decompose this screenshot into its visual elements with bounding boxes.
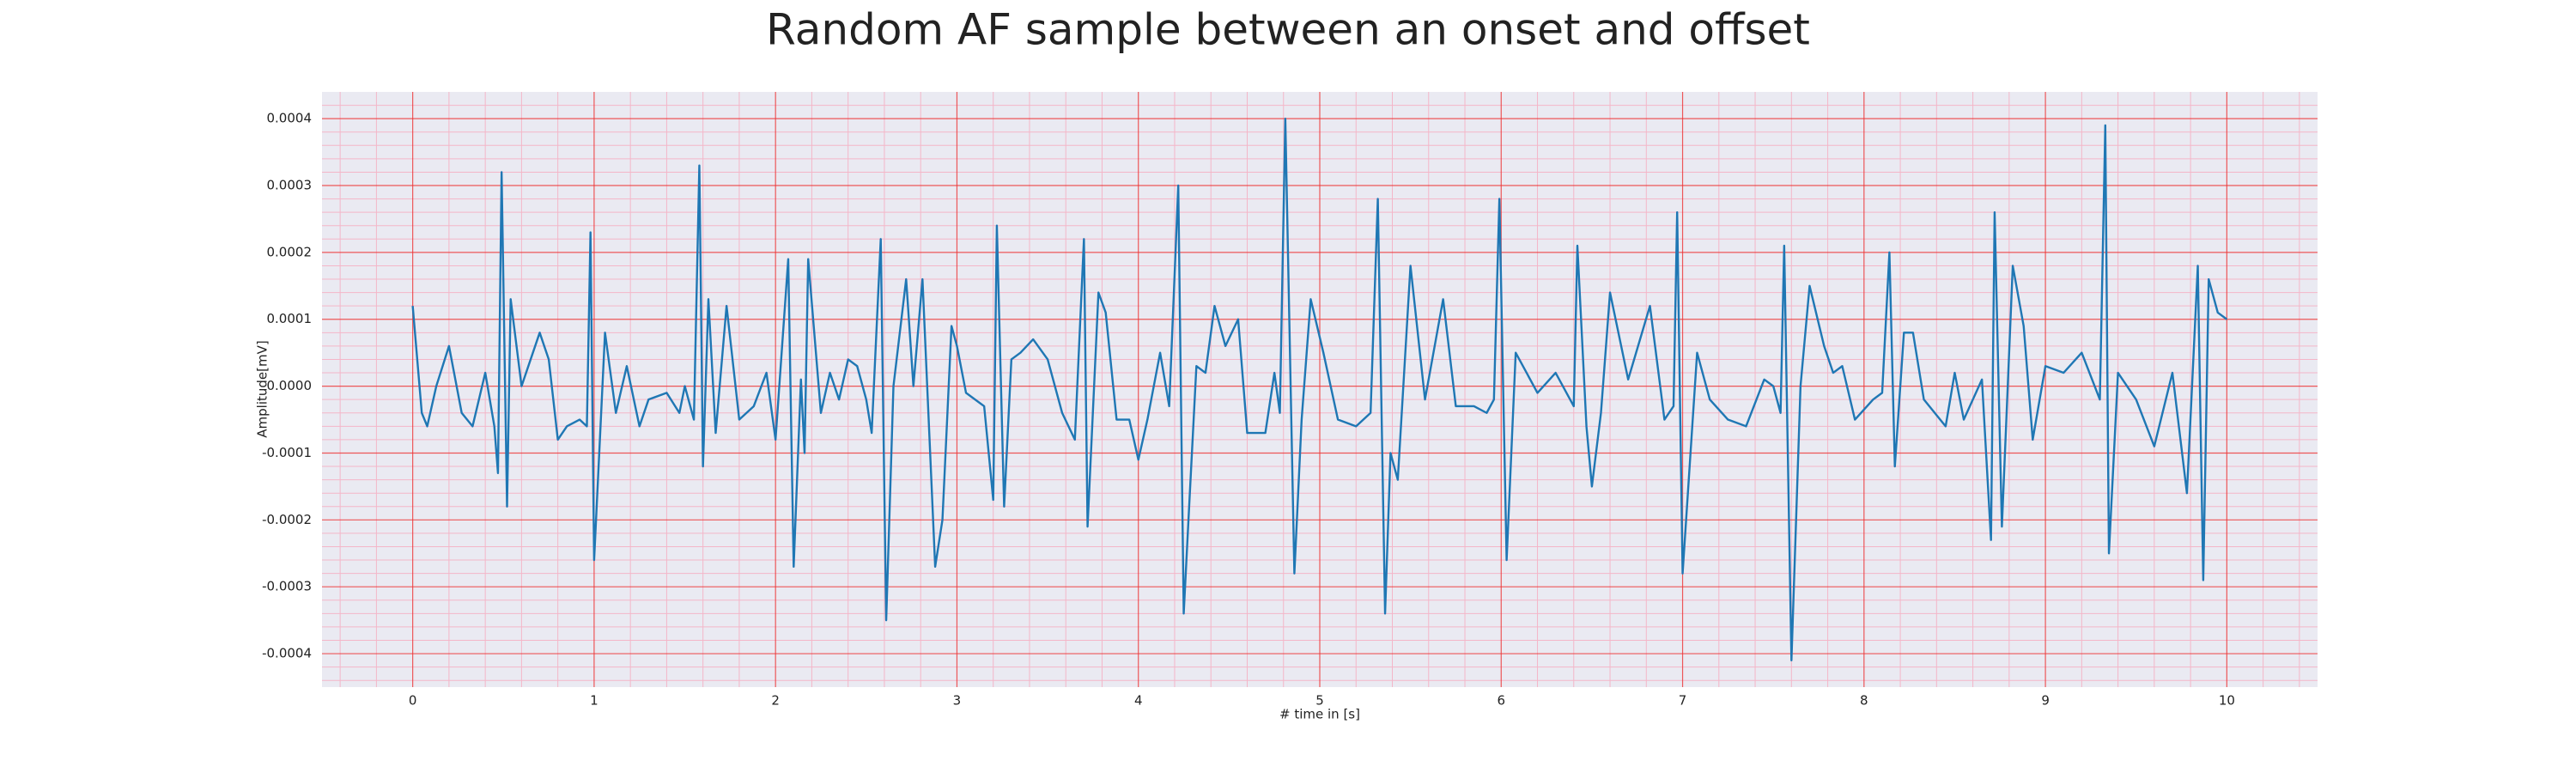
y-tick-label: 0.0001 — [267, 311, 313, 326]
x-tick-label: 8 — [1860, 693, 1868, 709]
x-tick-label: 4 — [1134, 693, 1143, 709]
signal-line — [411, 117, 2228, 662]
chart-title: Random AF sample between an onset and of… — [766, 5, 1810, 55]
y-tick-label: -0.0002 — [262, 512, 312, 527]
y-tick-label: -0.0001 — [262, 445, 312, 460]
y-tick-label: 0.0000 — [267, 378, 313, 393]
x-tick-label: 6 — [1497, 693, 1505, 709]
y-tick-label: -0.0004 — [262, 646, 312, 661]
x-tick-label: 10 — [2219, 693, 2235, 709]
x-tick-label: 5 — [1315, 693, 1324, 709]
y-tick-label: -0.0003 — [262, 579, 312, 594]
x-tick-label: 9 — [2041, 693, 2050, 709]
x-axis-label: # time in [s] — [1279, 707, 1360, 722]
x-tick-label: 7 — [1679, 693, 1687, 709]
x-tick-label: 3 — [953, 693, 962, 709]
y-axis-label: Amplitude[mV] — [255, 340, 270, 437]
y-tick-label: 0.0003 — [267, 178, 313, 193]
y-tick-label: 0.0004 — [267, 111, 313, 126]
x-tick-label: 2 — [771, 693, 780, 709]
y-tick-label: 0.0002 — [267, 244, 313, 259]
x-tick-label: 1 — [590, 693, 598, 709]
x-tick-label: 0 — [409, 693, 417, 709]
